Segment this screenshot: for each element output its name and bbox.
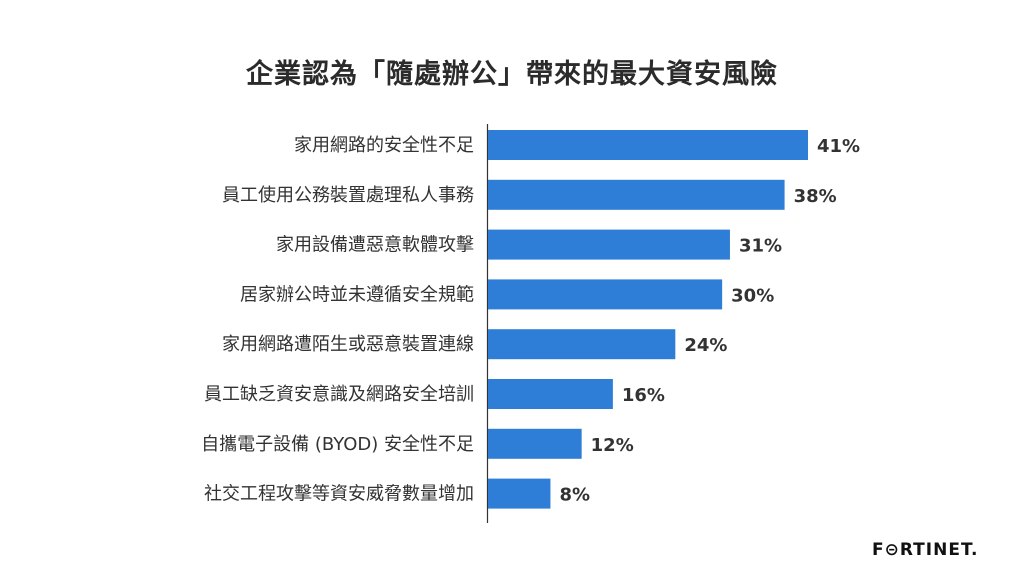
value-label-1: 38% (794, 186, 837, 207)
bar-6 (488, 428, 582, 459)
value-label-4: 24% (684, 335, 727, 356)
fortinet-logo: F⊝RTINET. (872, 540, 979, 560)
category-label-1: 員工使用公務裝置處理私人事務 (222, 185, 474, 206)
value-label-6: 12% (591, 435, 634, 456)
bar-0 (488, 130, 808, 160)
value-label-2: 31% (739, 236, 782, 257)
chart-title: 企業認為「隨處辦公」帶來的最大資安風險 (246, 59, 778, 90)
bar-3 (488, 279, 723, 310)
value-label-3: 30% (731, 285, 774, 306)
value-label-0: 41% (817, 136, 860, 157)
category-label-7: 社交工程攻擊等資安威脅數量增加 (204, 484, 474, 505)
category-label-2: 家用設備遭惡意軟體攻擊 (276, 235, 474, 256)
value-label-5: 16% (622, 385, 665, 406)
category-label-5: 員工缺乏資安意識及網路安全培訓 (204, 384, 474, 405)
bar-7 (488, 478, 551, 509)
value-label-7: 8% (559, 485, 590, 506)
bar-2 (488, 229, 730, 260)
bar-4 (488, 329, 676, 360)
category-label-4: 家用網路遭陌生或惡意裝置連線 (222, 334, 474, 355)
category-label-0: 家用網路的安全性不足 (294, 135, 474, 156)
category-label-6: 自攜電子設備 (BYOD) 安全性不足 (201, 434, 474, 455)
bar-5 (488, 379, 613, 409)
category-label-3: 居家辦公時並未遵循安全規範 (240, 284, 474, 305)
bar-1 (488, 179, 785, 210)
